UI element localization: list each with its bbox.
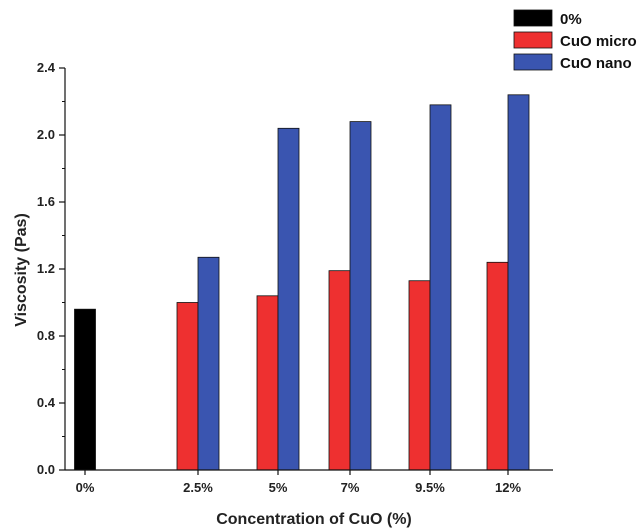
bar-cuo-micro-5 [256, 295, 279, 471]
y-tick-label: 2.0 [37, 127, 55, 142]
bar-cuo-nano-2-5 [197, 256, 220, 471]
legend-label: CuO micro [560, 33, 637, 50]
x-tick-label: 9.5% [415, 480, 445, 495]
legend-label: CuO nano [560, 55, 632, 72]
x-tick-label: 2.5% [183, 480, 213, 495]
legend-swatch [513, 31, 553, 49]
y-tick-label: 0.0 [37, 462, 55, 477]
y-tick-label: 0.4 [37, 395, 56, 410]
x-tick-label: 12% [495, 480, 521, 495]
legend-label: 0% [560, 11, 582, 28]
bar-cuo-nano-7 [349, 121, 372, 471]
y-tick-label: 1.6 [37, 194, 55, 209]
bar-0--0 [74, 308, 96, 471]
legend-swatch [513, 53, 553, 71]
bar-cuo-micro-2-5 [176, 302, 199, 471]
y-tick-label: 2.4 [37, 60, 56, 75]
bars-group [74, 94, 530, 471]
bar-cuo-micro-12 [486, 261, 509, 471]
x-axis-title: Concentration of CuO (%) [216, 511, 412, 528]
legend-swatch [513, 9, 553, 27]
x-tick-label: 0% [76, 480, 95, 495]
bar-cuo-nano-9-5 [429, 104, 452, 471]
x-tick-label: 7% [341, 480, 360, 495]
y-tick-label: 0.8 [37, 328, 55, 343]
x-tick-label: 5% [269, 480, 288, 495]
axes-group: 0.0 0.4 0.8 1.2 1.6 2.0 2.4 0% 2.5% 5% 7% 9.5% 12% [37, 60, 553, 495]
bar-cuo-nano-5 [277, 127, 300, 471]
y-axis-title: Viscosity (Pas) [13, 213, 30, 327]
bar-cuo-micro-9-5 [408, 280, 431, 471]
bar-cuo-nano-12 [507, 94, 530, 471]
bar-cuo-micro-7 [328, 270, 351, 471]
y-tick-label: 1.2 [37, 261, 55, 276]
legend: 0% CuO micro CuO nano [513, 9, 637, 72]
